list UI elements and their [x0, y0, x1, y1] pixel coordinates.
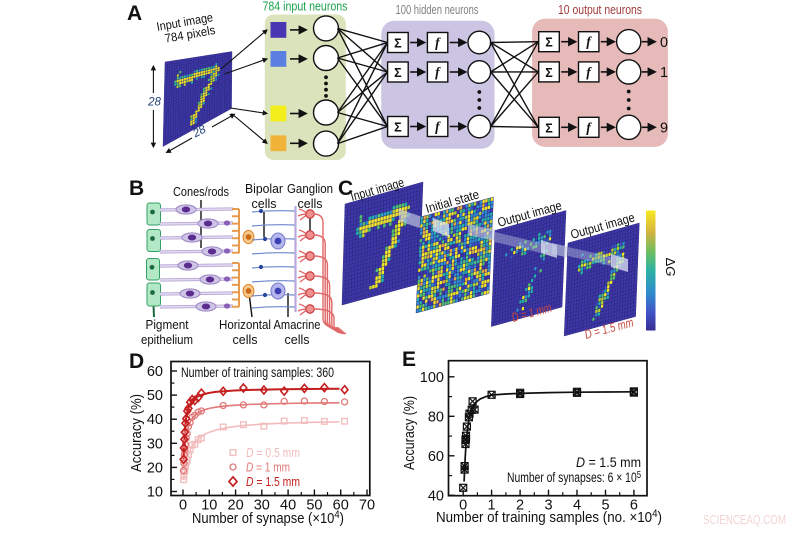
svg-text:Pigment: Pigment — [146, 317, 189, 332]
svg-text:Cones/rods: Cones/rods — [173, 184, 229, 199]
svg-text:Horizontal: Horizontal — [219, 317, 271, 332]
svg-text:100 hidden neurons: 100 hidden neurons — [396, 3, 479, 17]
svg-text:D = 1.5 mm: D = 1.5 mm — [246, 474, 300, 489]
svg-text:Σ: Σ — [394, 37, 402, 51]
svg-text:Σ: Σ — [545, 36, 553, 50]
svg-text:28: 28 — [147, 97, 161, 109]
svg-text:0: 0 — [660, 35, 668, 51]
svg-text:D = 0.5 mm: D = 0.5 mm — [246, 445, 300, 460]
svg-text:Bipolar: Bipolar — [245, 181, 284, 196]
svg-text:80: 80 — [428, 409, 444, 425]
svg-text:40: 40 — [428, 488, 444, 504]
svg-text:Accuracy (%): Accuracy (%) — [401, 396, 418, 470]
svg-text:70: 70 — [359, 498, 375, 514]
svg-text:cells: cells — [233, 332, 258, 347]
svg-text:Σ: Σ — [545, 66, 553, 80]
svg-text:E: E — [402, 348, 416, 371]
svg-text:ΔG: ΔG — [663, 258, 678, 277]
svg-text:cells: cells — [298, 196, 323, 211]
svg-text:Number of synapses: 6 × 105: Number of synapses: 6 × 105 — [507, 470, 641, 485]
svg-text:cells: cells — [252, 196, 277, 211]
svg-text:Number of training samples (no: Number of training samples (no. ×104) — [436, 508, 662, 526]
svg-text:60: 60 — [428, 449, 444, 465]
svg-text:epithelium: epithelium — [141, 332, 193, 347]
svg-text:784 input neurons: 784 input neurons — [263, 0, 348, 14]
svg-text:Amacrine: Amacrine — [274, 317, 321, 332]
svg-text:A: A — [127, 2, 142, 25]
svg-text:30: 30 — [147, 436, 163, 452]
svg-text:Accuracy (%): Accuracy (%) — [128, 394, 145, 472]
svg-text:SCIENCEAQ.COM: SCIENCEAQ.COM — [703, 513, 786, 527]
svg-text:Σ: Σ — [394, 121, 402, 135]
svg-text:60: 60 — [147, 364, 163, 380]
svg-text:Σ: Σ — [394, 66, 402, 80]
svg-text:Number of synapse (×104): Number of synapse (×104) — [192, 509, 344, 527]
svg-text:100: 100 — [420, 370, 444, 386]
svg-text:1: 1 — [660, 65, 668, 81]
svg-text:Number of training samples: 36: Number of training samples: 360 — [181, 365, 334, 380]
svg-text:D = 1.5 mm: D = 1.5 mm — [576, 455, 641, 470]
svg-text:20: 20 — [147, 460, 163, 476]
svg-text:50: 50 — [147, 388, 163, 404]
svg-text:Ganglion: Ganglion — [287, 181, 333, 196]
svg-text:Σ: Σ — [545, 121, 553, 135]
svg-text:cells: cells — [285, 332, 310, 347]
svg-text:D: D — [129, 350, 144, 373]
svg-text:10 output neurons: 10 output neurons — [558, 3, 642, 17]
svg-text:0: 0 — [179, 498, 187, 514]
svg-text:40: 40 — [147, 412, 163, 428]
svg-text:9: 9 — [660, 121, 668, 137]
svg-text:D = 1 mm: D = 1 mm — [246, 460, 290, 475]
svg-text:10: 10 — [147, 485, 163, 501]
svg-text:B: B — [129, 177, 144, 200]
